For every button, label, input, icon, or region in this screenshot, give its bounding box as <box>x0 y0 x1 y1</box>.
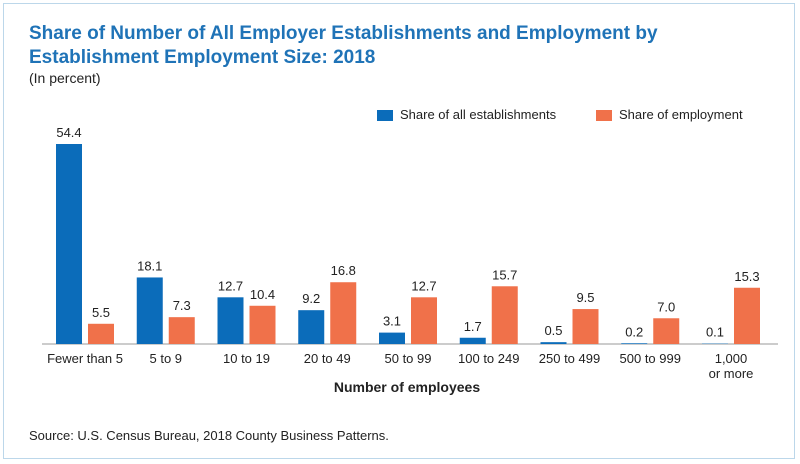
category-label-line: or more <box>709 366 754 381</box>
chart-title: Share of Number of All Employer Establis… <box>29 23 658 68</box>
chart-subtitle: (In percent) <box>29 70 101 86</box>
value-label-establishments-5: 1.7 <box>464 319 482 334</box>
category-label-5: 100 to 249 <box>458 351 519 366</box>
value-label-employment-1: 7.3 <box>173 298 191 313</box>
bar-employment-3 <box>330 282 357 344</box>
bar-establishments-4 <box>379 332 405 344</box>
category-label-1: 5 to 9 <box>149 351 182 366</box>
value-label-employment-6: 9.5 <box>576 290 594 305</box>
bar-establishments-2 <box>217 297 244 344</box>
value-label-establishments-3: 9.2 <box>302 291 320 306</box>
value-labels-group: 54.4 5.5 18.1 7.3 12.7 10.4 9.2 16.8 3.1 12.7 1.7 1… <box>56 125 759 340</box>
legend-swatch-employment <box>596 110 612 121</box>
category-labels-group: Fewer than 5 5 to 9 10 to 19 20 to 49 50 to … <box>47 351 753 381</box>
bar-employment-8 <box>734 287 760 344</box>
category-label-7: 500 to 999 <box>620 351 681 366</box>
category-label-line: 5 to 9 <box>149 351 182 366</box>
bar-employment-4 <box>411 297 437 344</box>
value-label-establishments-6: 0.5 <box>544 323 562 338</box>
bar-establishments-0 <box>56 144 82 344</box>
value-label-employment-0: 5.5 <box>92 305 110 320</box>
source-note: Source: U.S. Census Bureau, 2018 County … <box>29 428 389 443</box>
legend-swatch-establishments <box>377 110 393 121</box>
chart-frame <box>3 3 795 459</box>
value-label-employment-4: 12.7 <box>411 278 436 293</box>
bar-employment-0 <box>88 323 114 344</box>
category-label-line: 250 to 499 <box>539 351 600 366</box>
value-label-establishments-1: 18.1 <box>137 258 162 273</box>
x-axis-title: Number of employees <box>334 379 480 395</box>
value-label-establishments-4: 3.1 <box>383 314 401 329</box>
category-label-line: 500 to 999 <box>620 351 681 366</box>
value-label-employment-3: 16.8 <box>331 263 356 278</box>
category-label-line: 100 to 249 <box>458 351 519 366</box>
category-label-6: 250 to 499 <box>539 351 600 366</box>
value-label-establishments-0: 54.4 <box>56 125 81 140</box>
bar-establishments-6 <box>540 342 567 344</box>
bar-establishments-7 <box>621 343 648 344</box>
bar-employment-6 <box>572 309 599 344</box>
category-label-3: 20 to 49 <box>304 351 351 366</box>
bar-employment-5 <box>491 286 518 344</box>
category-label-4: 50 to 99 <box>385 351 432 366</box>
bar-employment-7 <box>653 318 680 344</box>
bar-establishments-3 <box>298 310 325 344</box>
value-label-establishments-7: 0.2 <box>625 324 643 339</box>
legend-label-establishments: Share of all establishments <box>400 107 557 122</box>
value-label-establishments-8: 0.1 <box>706 325 724 340</box>
category-label-line: 10 to 19 <box>223 351 270 366</box>
bar-employment-2 <box>249 305 276 344</box>
legend-label-employment: Share of employment <box>619 107 743 122</box>
bar-employment-1 <box>168 317 195 344</box>
value-label-establishments-2: 12.7 <box>218 278 243 293</box>
bar-establishments-1 <box>136 277 163 344</box>
category-label-8: 1,000 or more <box>709 351 754 381</box>
category-label-line: Fewer than 5 <box>47 351 123 366</box>
category-label-0: Fewer than 5 <box>47 351 123 366</box>
value-label-employment-8: 15.3 <box>734 269 759 284</box>
value-label-employment-7: 7.0 <box>657 299 675 314</box>
value-label-employment-5: 15.7 <box>492 267 517 282</box>
category-label-line: 50 to 99 <box>385 351 432 366</box>
category-label-line: 1,000 <box>715 351 748 366</box>
category-label-line: 20 to 49 <box>304 351 351 366</box>
bars-group <box>56 144 760 344</box>
category-label-2: 10 to 19 <box>223 351 270 366</box>
value-label-employment-2: 10.4 <box>250 287 275 302</box>
bar-establishments-5 <box>459 337 486 344</box>
